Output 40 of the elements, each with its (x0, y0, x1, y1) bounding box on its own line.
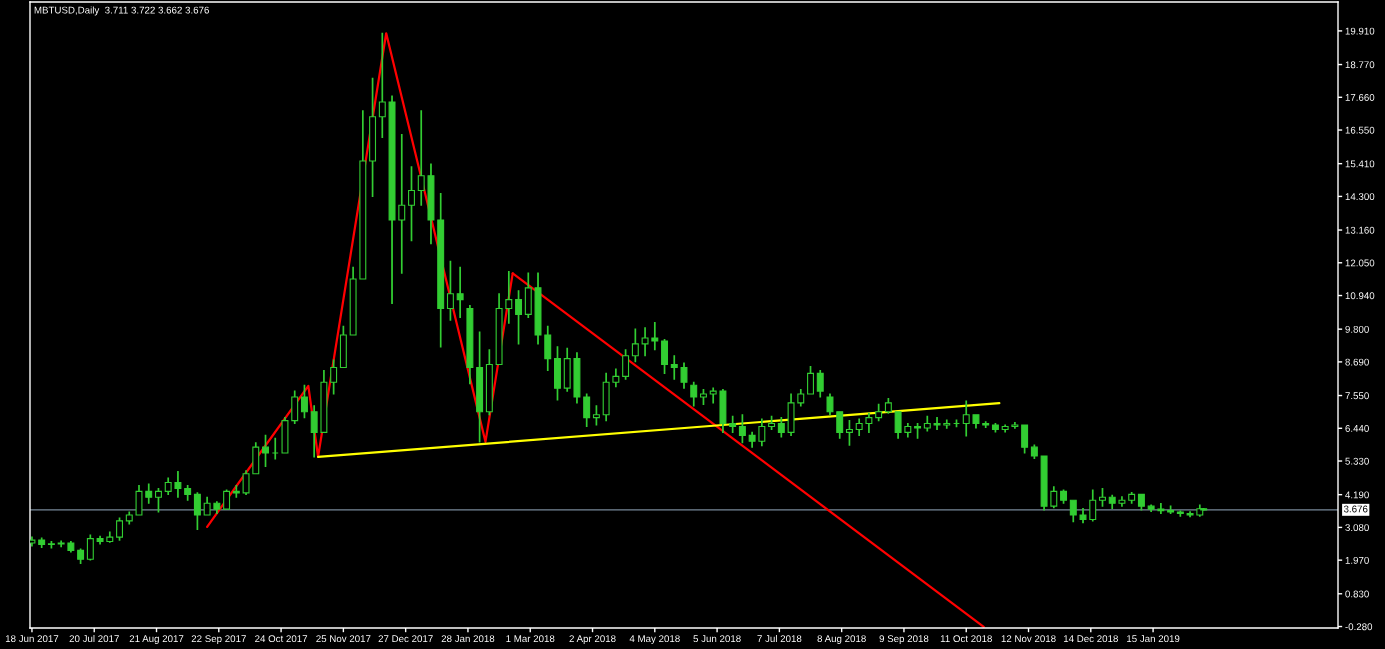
x-tick-label: 27 Dec 2017 (378, 635, 433, 643)
x-tick-label: 9 Sep 2018 (879, 635, 929, 645)
x-tick-label: 8 Aug 2018 (817, 635, 866, 645)
x-tick-label: 5 Jun 2018 (693, 635, 741, 643)
y-tick-label: 14.300 (1345, 193, 1375, 201)
y-tick-label: 0.830 (1345, 590, 1369, 598)
y-tick-label: 15.410 (1345, 160, 1375, 168)
y-tick-label: 7.550 (1345, 392, 1369, 400)
x-tick-label: 25 Nov 2017 (316, 635, 371, 643)
y-tick-label: 17.660 (1345, 94, 1375, 101)
y-tick-label: 3.080 (1345, 524, 1369, 532)
x-tick-label: 2 Apr 2018 (569, 635, 616, 645)
x-tick-label: 21 Aug 2017 (129, 635, 184, 645)
y-tick-label: 13.160 (1345, 226, 1375, 234)
x-tick-label: 24 Oct 2017 (255, 635, 308, 643)
y-tick-label: 19.910 (1345, 27, 1375, 35)
x-tick-label: 20 Jul 2017 (69, 634, 119, 643)
y-tick-label: 6.440 (1345, 425, 1369, 432)
chart-title: MBTUSD,Daily 3.711 3.722 3.662 3.676 (34, 6, 209, 16)
y-tick-label: 12.050 (1345, 259, 1375, 267)
x-tick-label: 11 Oct 2018 (940, 635, 992, 643)
x-tick-label: 14 Dec 2018 (1063, 635, 1118, 643)
x-tick-label: 4 May 2018 (629, 635, 680, 645)
y-tick-label: 1.970 (1345, 556, 1369, 564)
ref-line-label: 3.676 (1343, 505, 1368, 513)
y-tick-label: 4.190 (1345, 491, 1369, 499)
y-tick-label: 10.940 (1345, 292, 1375, 300)
x-tick-label: 18 Jun 2017 (5, 635, 59, 643)
x-tick-label: 1 Mar 2018 (506, 635, 555, 643)
y-tick-label: 5.330 (1345, 457, 1369, 465)
y-tick-label: 16.550 (1345, 126, 1375, 134)
x-tick-label: 15 Jan 2019 (1127, 635, 1180, 643)
y-tick-label: 9.800 (1345, 325, 1369, 333)
y-tick-label: 18.770 (1345, 61, 1375, 69)
x-tick-label: 7 Jul 2018 (757, 634, 802, 643)
x-tick-label: 28 Jan 2018 (441, 635, 495, 643)
x-tick-label: 22 Sep 2017 (191, 635, 246, 645)
x-tick-label: 12 Nov 2018 (1001, 635, 1056, 643)
y-tick-label: -0.280 (1345, 623, 1373, 631)
y-tick-label: 8.690 (1345, 358, 1369, 366)
